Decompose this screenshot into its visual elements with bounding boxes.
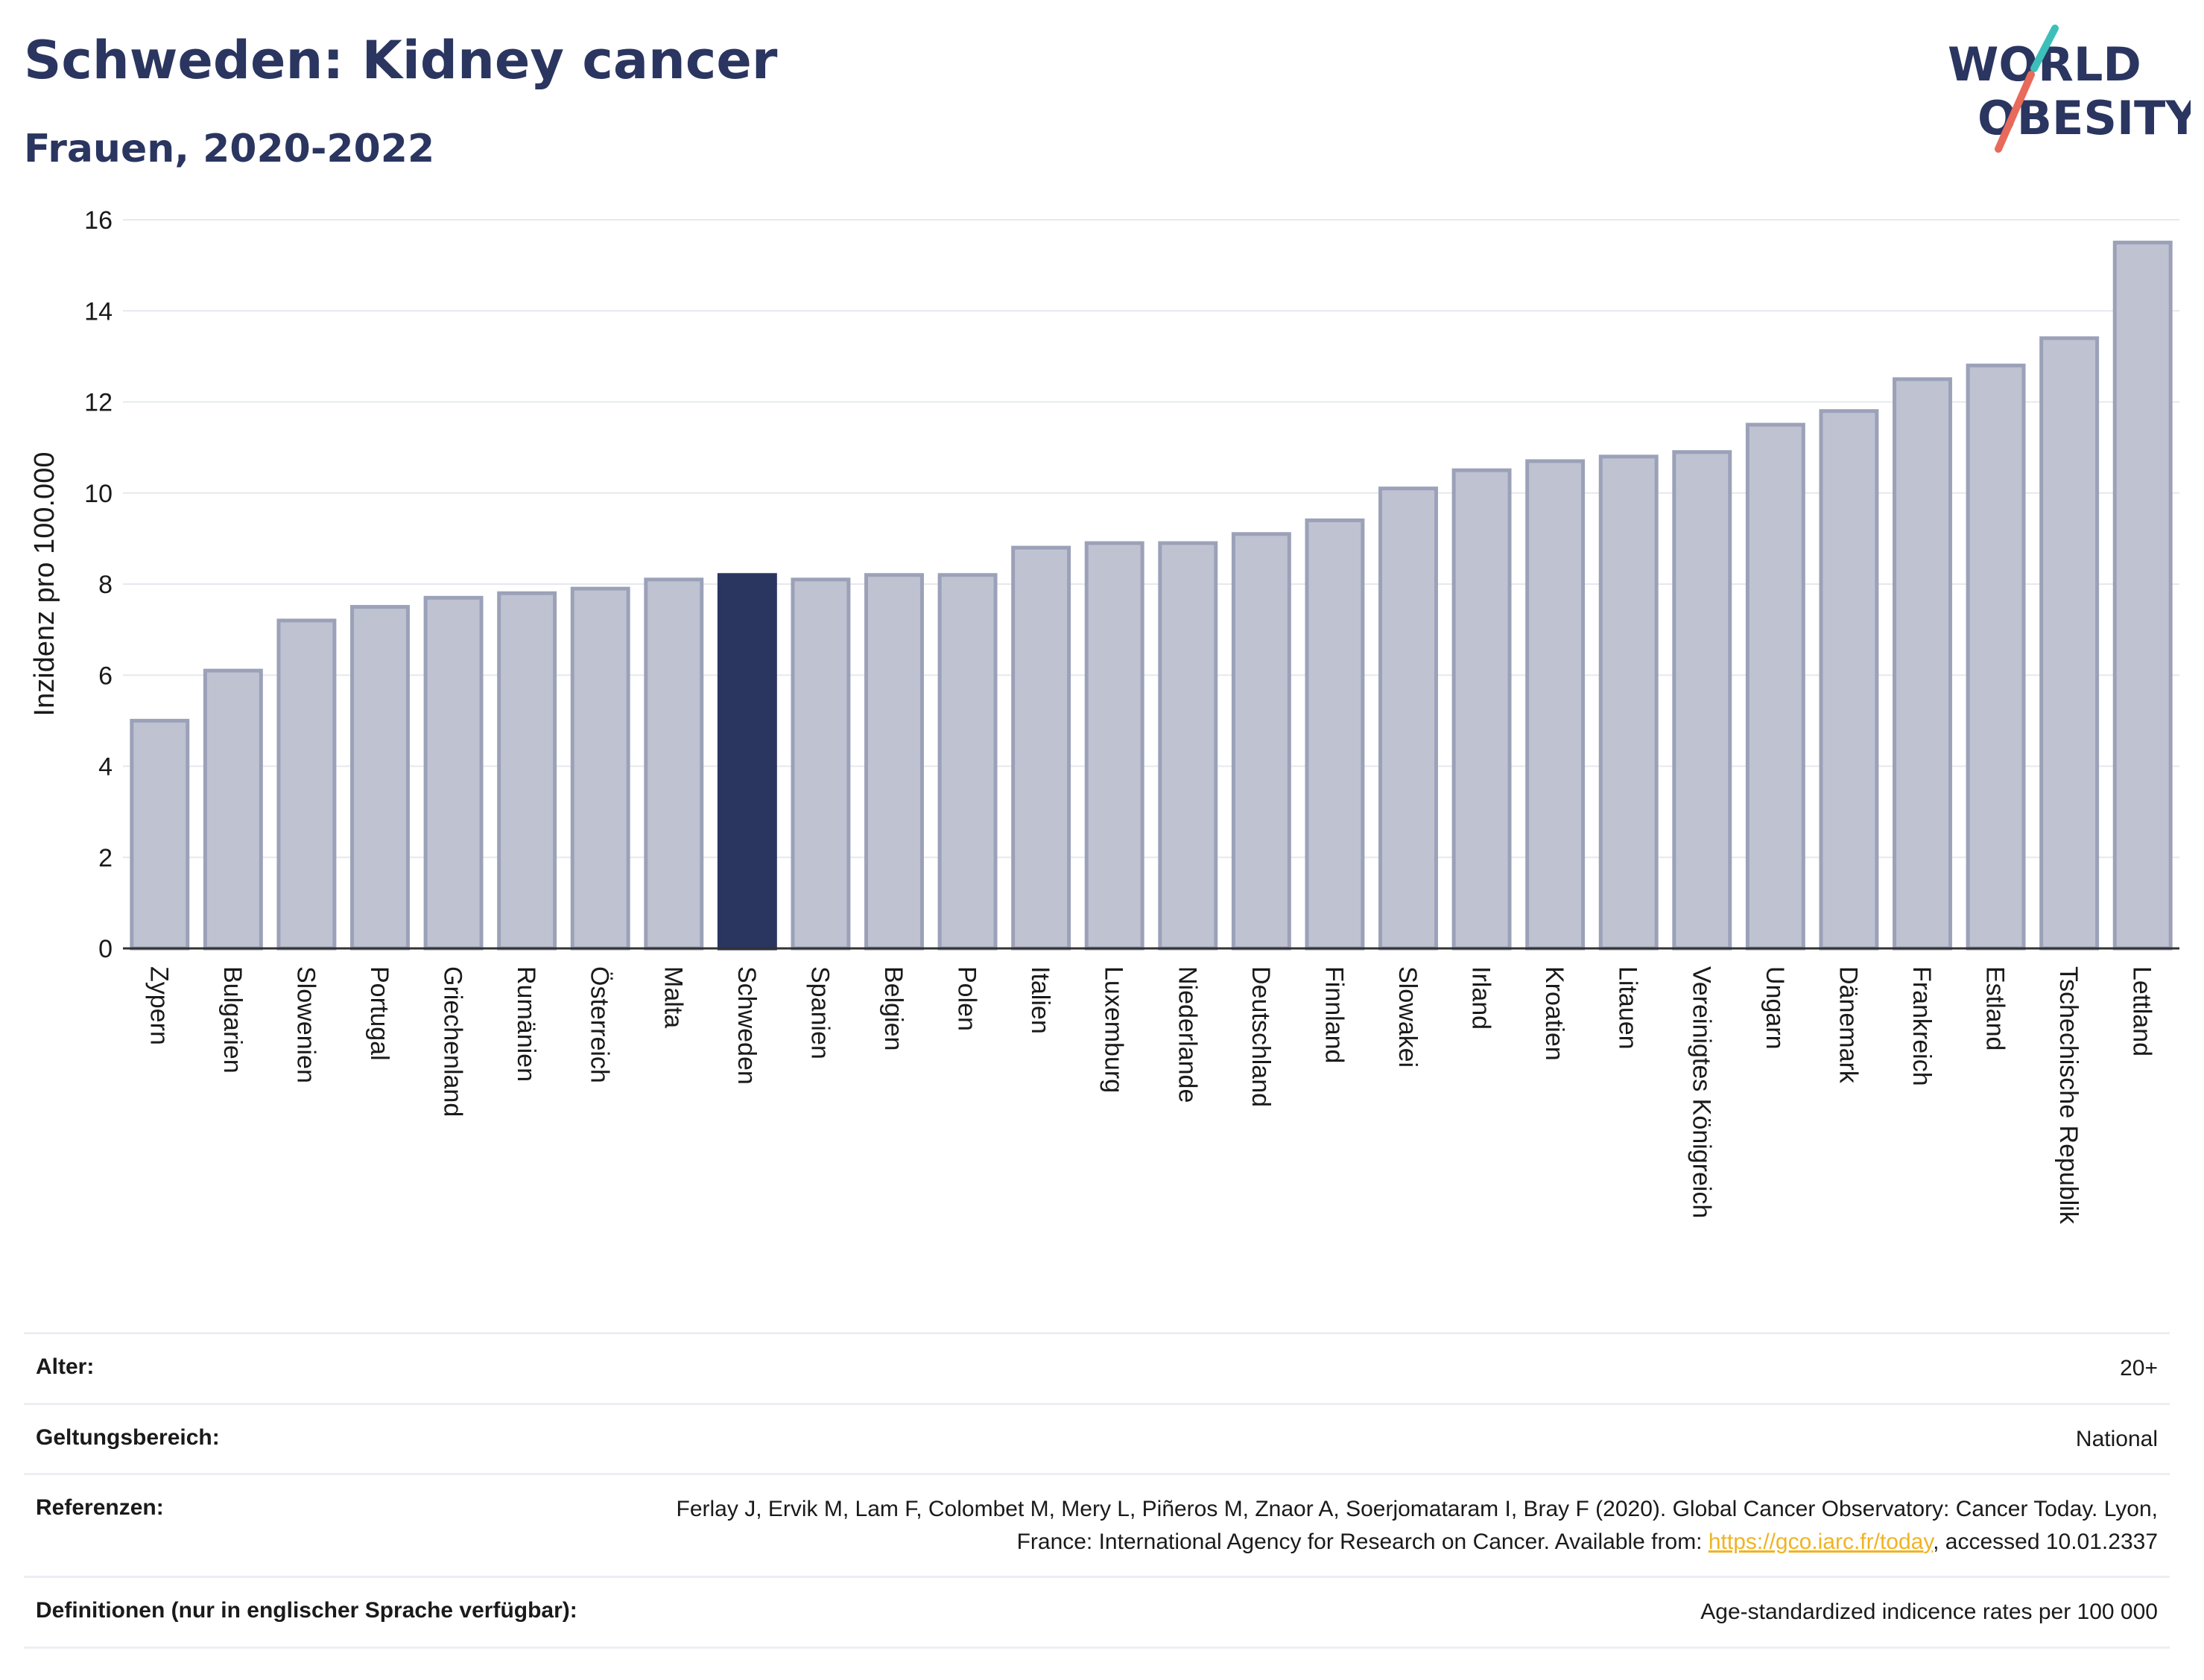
x-tick-label: Österreich [586, 966, 614, 1083]
bar [1158, 541, 1218, 951]
y-tick-label: 2 [98, 844, 113, 872]
bar [864, 573, 924, 951]
x-tick-label: Deutschland [1247, 966, 1275, 1107]
x-tick-label: Belgien [879, 966, 908, 1050]
x-tick-label: Zypern [145, 966, 173, 1045]
bar [1819, 409, 1879, 951]
metadata-table: Alter: 20+ Geltungsbereich: National Ref… [24, 1332, 2170, 1649]
x-tick-label: Finnland [1320, 966, 1348, 1063]
x-tick-label: Estland [1981, 966, 2010, 1050]
y-tick-label: 12 [84, 389, 113, 417]
bar [717, 573, 777, 951]
bar [1598, 454, 1659, 951]
y-tick-label: 10 [84, 480, 113, 508]
bar [423, 595, 484, 951]
x-tick-label: Griechenland [439, 966, 467, 1117]
x-tick-label: Portugal [365, 966, 393, 1061]
x-tick-label: Frankreich [1907, 966, 1936, 1086]
bar [130, 718, 190, 951]
meta-row-scope: Geltungsbereich: National [24, 1402, 2170, 1474]
x-tick-label: Malta [659, 966, 687, 1028]
x-tick-label: Dänemark [1834, 966, 1862, 1084]
meta-scope-label: Geltungsbereich: [36, 1424, 220, 1450]
x-tick-label: Bulgarien [218, 966, 247, 1074]
refs-text: Ferlay J, Ervik M, Lam F, Colombet M, Me… [676, 1497, 2158, 1554]
bar [2039, 336, 2100, 951]
x-tick-label: Luxemburg [1100, 966, 1128, 1093]
meta-refs-label: Referenzen: [36, 1495, 164, 1520]
y-tick-label: 16 [84, 206, 113, 235]
x-tick-label: Slowenien [291, 966, 320, 1083]
x-tick-label: Schweden [732, 966, 761, 1085]
x-tick-label: Rumänien [512, 966, 540, 1082]
bar [1084, 541, 1144, 951]
meta-refs-value: Ferlay J, Ervik M, Lam F, Colombet M, Me… [614, 1475, 2170, 1576]
logo-slash-teal [2030, 25, 2059, 72]
y-tick-label: 14 [84, 297, 113, 326]
meta-age-value: 20+ [2120, 1356, 2158, 1381]
bar [1378, 486, 1438, 951]
refs-accessed: , accessed 10.01.2337 [1933, 1529, 2158, 1554]
x-tick-label: Spanien [805, 966, 834, 1059]
page-title: Schweden: Kidney cancer [24, 30, 778, 91]
bar [1305, 518, 1365, 951]
bar [1451, 468, 1512, 951]
x-tick-label: Italien [1026, 966, 1054, 1034]
refs-link[interactable]: https://gco.iarc.fr/today [1708, 1529, 1934, 1554]
meta-row-age: Alter: 20+ [24, 1332, 2170, 1403]
logo-slash-red [1995, 71, 2035, 153]
y-tick-label: 0 [98, 935, 113, 963]
bar [791, 577, 851, 951]
y-tick-label: 8 [98, 571, 113, 599]
bar [1525, 459, 1586, 951]
bar-chart: 0 2 4 6 8 10 12 14 16 Inzidenz pro 100.000 Zypern B… [29, 206, 2179, 1225]
bar [1011, 545, 1071, 951]
x-tick-label: Ungarn [1761, 966, 1789, 1050]
y-tick-label: 4 [98, 753, 113, 782]
page-subtitle: Frauen, 2020-2022 [24, 127, 435, 171]
bar [2112, 241, 2173, 951]
bar [1893, 377, 1952, 951]
world-obesity-logo: WORLD OBESITY [1948, 25, 2191, 153]
bar [937, 573, 998, 951]
bar [570, 586, 630, 951]
bar [203, 668, 263, 951]
meta-scope-value: National [2075, 1426, 2158, 1451]
x-tick-label: Litauen [1614, 966, 1642, 1050]
x-tick-label: Niederlande [1173, 966, 1201, 1103]
x-tick-label: Tschechische Republik [2054, 966, 2083, 1225]
bar [1672, 450, 1732, 951]
x-tick-label: Slowakei [1393, 966, 1422, 1068]
bar [1231, 532, 1291, 951]
bar [497, 591, 557, 951]
y-tick-label: 6 [98, 662, 113, 690]
x-tick-label: Polen [953, 966, 981, 1031]
x-tick-label: Irland [1467, 966, 1495, 1030]
bar [276, 618, 337, 951]
bar [644, 577, 704, 951]
bar [350, 605, 410, 951]
meta-age-label: Alter: [36, 1354, 95, 1379]
x-tick-label: Lettland [2128, 966, 2156, 1056]
x-tick-label: Kroatien [1540, 966, 1568, 1061]
meta-row-references: Referenzen: Ferlay J, Ervik M, Lam F, Co… [24, 1473, 2170, 1576]
meta-defs-value: Age-standardized indicence rates per 100… [1700, 1600, 2158, 1624]
y-axis-label: Inzidenz pro 100.000 [29, 452, 60, 717]
bar [1966, 364, 2026, 951]
meta-row-definitions: Definitionen (nur in englischer Sprache … [24, 1576, 2170, 1649]
meta-defs-label: Definitionen (nur in englischer Sprache … [36, 1598, 577, 1623]
x-tick-label: Vereinigtes Königreich [1687, 966, 1715, 1218]
bar [1745, 422, 1805, 951]
